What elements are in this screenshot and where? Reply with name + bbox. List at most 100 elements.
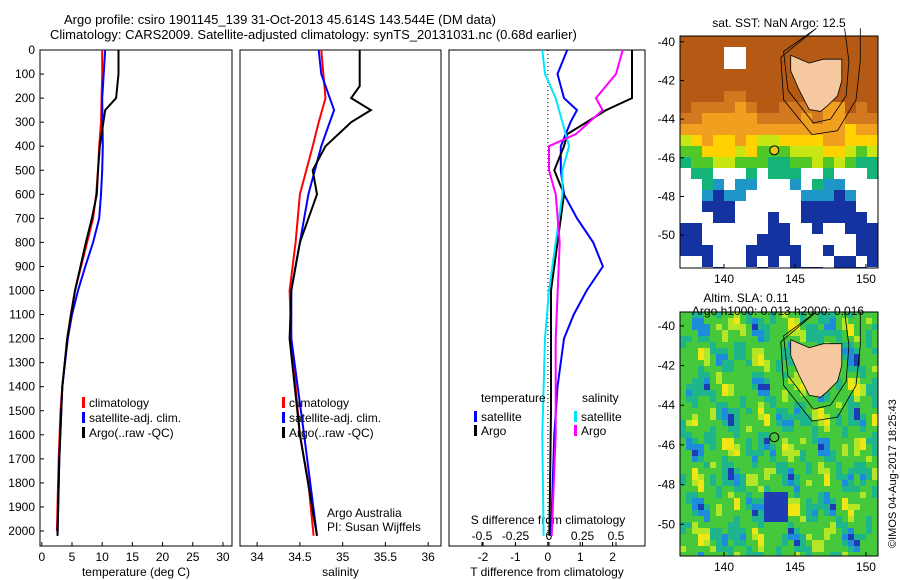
map-cell <box>790 113 801 124</box>
map-cell <box>702 102 713 113</box>
map-cell <box>818 324 824 330</box>
legend-swatch <box>574 425 577 436</box>
map-cell <box>848 546 854 552</box>
map-cell <box>806 426 812 432</box>
map-cell <box>824 462 830 468</box>
map-cell <box>836 480 842 486</box>
map-cell <box>713 168 724 179</box>
map-cell <box>722 456 728 462</box>
map-cell <box>686 510 692 516</box>
map-cell <box>728 318 734 324</box>
series-line-argo-raw-qc- <box>288 50 373 536</box>
map-cell <box>801 102 812 113</box>
map-cell <box>866 516 872 522</box>
map-cell <box>860 330 866 336</box>
map-cell <box>794 438 800 444</box>
map-cell <box>698 324 704 330</box>
s-x-tick-label: 0.5 <box>608 529 625 543</box>
map-cell <box>790 190 801 201</box>
map-cell <box>698 468 704 474</box>
map-cell <box>872 468 878 474</box>
map-cell <box>757 69 768 80</box>
map-cell <box>740 480 746 486</box>
map-cell <box>842 492 848 498</box>
map-cell <box>764 456 770 462</box>
map-cell <box>782 534 788 540</box>
map-cell <box>856 212 867 223</box>
map-cell <box>716 312 722 318</box>
map-cell <box>698 462 704 468</box>
map-cell <box>848 426 854 432</box>
map-cell <box>812 456 818 462</box>
map-cell <box>698 444 704 450</box>
map-cell <box>710 348 716 354</box>
map-cell <box>716 414 722 420</box>
axes-box <box>39 49 233 547</box>
map-cell <box>801 201 812 212</box>
map-cell <box>680 212 691 223</box>
map-cell <box>842 318 848 324</box>
map-cell <box>702 157 713 168</box>
map-cell <box>740 552 746 556</box>
map-cell <box>704 396 710 402</box>
map-cell <box>680 546 686 552</box>
map-cell <box>800 510 806 516</box>
map-cell <box>860 528 866 534</box>
map-cell <box>836 498 842 504</box>
y-tick-label: 400 <box>15 139 35 153</box>
map-cell <box>830 438 836 444</box>
map-cell <box>758 426 764 432</box>
map-cell <box>716 528 722 534</box>
map-cell <box>788 480 794 486</box>
map-cell <box>788 384 794 390</box>
map-cell <box>722 396 728 402</box>
map-cell <box>680 47 691 58</box>
map-cell <box>860 432 866 438</box>
map-cell <box>702 212 713 223</box>
map-y-tick-label: -46 <box>658 438 676 452</box>
map-cell <box>854 498 860 504</box>
map-cell <box>704 438 710 444</box>
map-cell <box>779 168 790 179</box>
map-cell <box>722 474 728 480</box>
map-cell <box>812 201 823 212</box>
map-cell <box>800 492 806 498</box>
map-cell <box>830 468 836 474</box>
map-cell <box>812 330 818 336</box>
map-cell <box>842 336 848 342</box>
map-cell <box>692 378 698 384</box>
map-cell <box>757 124 768 135</box>
map-cell <box>836 504 842 510</box>
map-cell <box>722 378 728 384</box>
map-cell <box>782 492 788 498</box>
map-cell <box>686 354 692 360</box>
map-cell <box>746 124 757 135</box>
map-cell <box>713 179 724 190</box>
map-cell <box>704 324 710 330</box>
map-cell <box>782 342 788 348</box>
axes-box <box>239 49 442 547</box>
map-cell <box>686 516 692 522</box>
map-cell <box>716 480 722 486</box>
map-cell <box>746 510 752 516</box>
map-cell <box>860 336 866 342</box>
map-cell <box>686 540 692 546</box>
map-cell <box>680 474 686 480</box>
map-cell <box>812 135 823 146</box>
map-cell <box>830 546 836 552</box>
map-cell <box>752 486 758 492</box>
map-cell <box>764 444 770 450</box>
legend-swatch <box>474 411 477 422</box>
map-cell <box>722 372 728 378</box>
map-cell <box>740 528 746 534</box>
map-cell <box>698 420 704 426</box>
map-cell <box>818 480 824 486</box>
map-cell <box>692 408 698 414</box>
map-cell <box>691 234 702 245</box>
map-cell <box>790 168 801 179</box>
map-cell <box>680 522 686 528</box>
map-cell <box>800 468 806 474</box>
map-cell <box>716 462 722 468</box>
